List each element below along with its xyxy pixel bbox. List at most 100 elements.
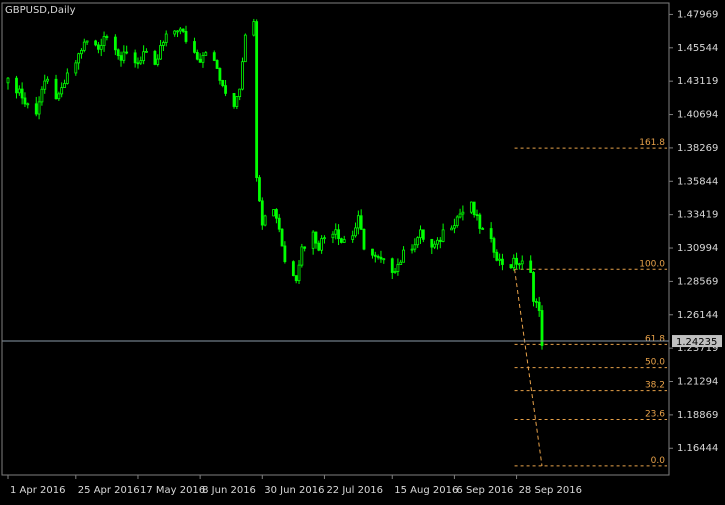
candle-body xyxy=(17,88,21,94)
candle-body xyxy=(529,260,533,273)
candle-body xyxy=(102,36,106,46)
candle-body xyxy=(534,301,538,303)
candle-body xyxy=(475,214,479,217)
candle-body xyxy=(317,242,321,251)
candle-body xyxy=(6,77,10,84)
candle-body xyxy=(393,271,397,273)
candle-body xyxy=(260,200,264,226)
candle-body xyxy=(159,45,162,60)
candle-body xyxy=(178,28,182,32)
candle-body xyxy=(20,88,24,99)
candle-body xyxy=(297,264,301,282)
candle-body xyxy=(54,78,58,100)
x-tick-label: 1 Apr 2016 xyxy=(10,485,65,496)
candle-body xyxy=(311,231,315,249)
x-tick-label: 30 Jun 2016 xyxy=(264,485,324,496)
candle-body xyxy=(300,246,304,266)
candle-body xyxy=(122,51,126,61)
candle-body xyxy=(416,237,420,246)
x-tick-label: 6 Sep 2016 xyxy=(456,485,513,496)
x-tick-label: 17 May 2016 xyxy=(140,485,205,496)
candle-body xyxy=(113,36,117,51)
candle-body xyxy=(77,53,81,64)
candle-body xyxy=(283,245,287,263)
candle-body xyxy=(181,28,185,32)
candle-body xyxy=(34,103,38,115)
candle-body xyxy=(402,249,405,263)
candle-body xyxy=(294,275,298,282)
candle-body xyxy=(323,237,326,240)
candle-body xyxy=(478,214,482,229)
candle-body xyxy=(303,246,307,249)
candle-body xyxy=(339,238,343,243)
y-tick-label: 1.21294 xyxy=(677,377,718,388)
candle-body xyxy=(176,30,179,33)
candles xyxy=(6,18,544,350)
y-tick-label: 1.47969 xyxy=(677,9,718,20)
candle-body xyxy=(258,177,261,202)
candle-body xyxy=(532,272,535,302)
candle-body xyxy=(224,85,227,94)
candle-body xyxy=(277,217,281,230)
fibonacci-trendline xyxy=(514,269,543,466)
candle-body xyxy=(399,261,403,265)
candle-body xyxy=(145,50,148,53)
candle-body xyxy=(60,87,64,95)
y-tick-label: 1.26144 xyxy=(677,310,718,321)
candle-body xyxy=(413,244,417,250)
candle-body xyxy=(65,72,69,84)
candle-body xyxy=(481,228,485,230)
candle-body xyxy=(469,201,473,213)
candle-body xyxy=(314,231,318,244)
candle-body xyxy=(43,80,47,90)
candle-body xyxy=(512,257,516,269)
candle-body xyxy=(243,34,247,63)
candle-body xyxy=(46,78,49,82)
candle-body xyxy=(94,40,97,46)
candle-body xyxy=(331,233,335,239)
candle-body xyxy=(517,263,521,266)
candle-body xyxy=(26,103,30,106)
candle-body xyxy=(241,61,244,90)
candle-body xyxy=(153,50,157,65)
fib-level-label: 23.6 xyxy=(645,410,665,420)
candle-body xyxy=(184,30,188,42)
candle-body xyxy=(421,229,425,240)
candle-body xyxy=(492,238,496,253)
candle-body xyxy=(430,238,434,248)
candle-body xyxy=(125,51,129,54)
candle-body xyxy=(320,238,324,251)
candle-body xyxy=(221,80,225,86)
candle-body xyxy=(342,239,346,243)
candle-body xyxy=(419,229,422,239)
candle-body xyxy=(116,49,120,56)
candle-body xyxy=(57,93,61,100)
candle-body xyxy=(232,93,236,107)
y-tick-label: 1.18869 xyxy=(677,410,718,421)
candle-body xyxy=(136,62,140,65)
y-tick-label: 1.40694 xyxy=(677,110,718,121)
candle-body xyxy=(272,209,275,217)
candle-body xyxy=(356,215,360,229)
candle-body xyxy=(351,235,355,240)
candle-body xyxy=(37,101,41,115)
y-tick-label: 1.35844 xyxy=(677,176,718,187)
candle-body xyxy=(263,215,267,226)
candle-body xyxy=(334,229,338,235)
candle-body xyxy=(195,51,199,60)
y-tick-label: 1.23719 xyxy=(677,343,718,354)
current-price-tag: 1.24235 xyxy=(672,335,722,348)
x-tick-label: 15 Aug 2016 xyxy=(394,485,458,496)
candle-body xyxy=(436,239,439,245)
candle-body xyxy=(97,44,100,50)
fib-level-label: 61.8 xyxy=(645,334,665,344)
candle-body xyxy=(495,251,499,261)
candle-body xyxy=(218,68,222,81)
candle-body xyxy=(198,58,202,63)
candle-body xyxy=(156,58,160,65)
candle-body xyxy=(99,45,103,50)
price-tag-label: 1.24235 xyxy=(676,337,717,348)
candle-body xyxy=(458,213,462,218)
candle-body xyxy=(63,83,66,88)
